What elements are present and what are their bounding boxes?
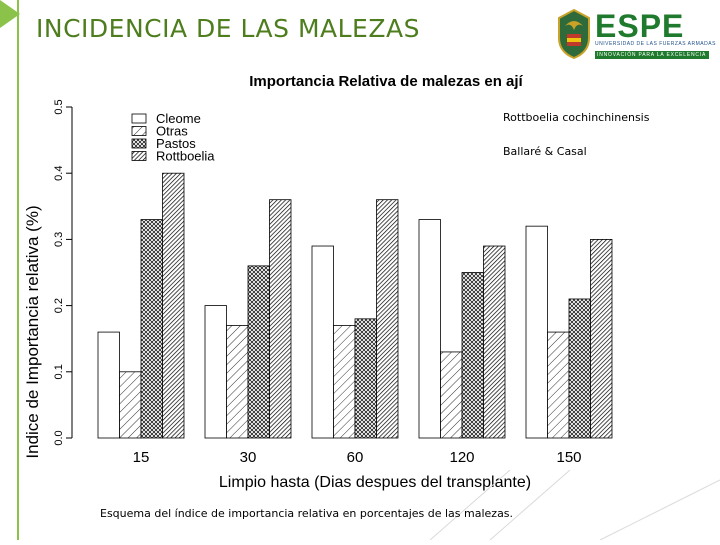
accent-triangle: [0, 0, 20, 28]
x-tick-label: 120: [449, 449, 474, 466]
decorative-lines: [430, 470, 720, 540]
figure-caption: Esquema del índice de importancia relati…: [100, 507, 514, 520]
x-axis-label: Limpio hasta (Dias despues del transplan…: [219, 474, 531, 491]
espe-wordmark: ESPE: [595, 8, 685, 44]
x-tick-label: 150: [556, 449, 581, 466]
bar-pastos-60: [354, 318, 377, 439]
x-tick-label: 15: [133, 449, 150, 466]
legend-swatch-otras: [131, 126, 147, 136]
legend-label-cleome: Cleome: [156, 111, 201, 126]
bar-cleome-15: [97, 331, 120, 439]
bar-pastos-30: [247, 265, 270, 439]
bar-rottboelia-15: [162, 172, 185, 439]
bar-otras-15: [119, 371, 142, 439]
slide-title: INCIDENCIA DE LAS MALEZAS: [36, 14, 420, 43]
bar-cleome-60: [311, 245, 334, 439]
bar-otras-60: [333, 325, 356, 439]
y-tick-label: 0.5: [53, 99, 65, 114]
bar-pastos-120: [461, 272, 484, 439]
y-tick-label: 0.4: [53, 166, 65, 181]
legend-swatch-pastos: [131, 138, 147, 149]
chart-title: Importancia Relativa de malezas en ají: [249, 73, 523, 90]
y-tick-label: 0.1: [53, 364, 65, 379]
bar-pastos-150: [568, 298, 591, 439]
bar-otras-30: [226, 325, 249, 439]
legend-swatch-rottboelia: [131, 151, 147, 161]
bar-rottboelia-60: [376, 199, 399, 439]
annotation-species: Rottboelia cochinchinensis: [503, 111, 650, 124]
slide-accent-bar: [0, 0, 20, 540]
espe-logo: ESPE UNIVERSIDAD DE LAS FUERZAS ARMADAS …: [555, 8, 716, 60]
legend-label-pastos: Pastos: [156, 136, 196, 151]
espe-line2: INNOVACIÓN PARA LA EXCELENCIA: [595, 51, 709, 59]
bar-rottboelia-120: [483, 245, 506, 439]
annotation-authors: Ballaré & Casal: [503, 145, 587, 158]
bar-cleome-30: [204, 305, 227, 439]
x-tick-label: 60: [347, 449, 364, 466]
y-axis-label: Indice de Importancia relativa (%): [23, 205, 42, 458]
bar-chart: Importancia Relativa de malezas en ají I…: [20, 62, 693, 502]
y-tick-label: 0.0: [53, 430, 65, 445]
bar-otras-150: [547, 331, 570, 439]
bar-rottboelia-30: [269, 199, 292, 439]
bar-otras-120: [440, 351, 463, 439]
y-tick-label: 0.2: [53, 298, 65, 313]
espe-emblem-icon: [558, 8, 590, 60]
bar-rottboelia-150: [590, 238, 613, 439]
legend-label-rottboelia: Rottboelia: [156, 149, 215, 164]
y-tick-label: 0.3: [53, 232, 65, 247]
x-tick-label: 30: [240, 449, 257, 466]
bar-cleome-120: [418, 219, 441, 439]
legend-swatch-cleome: [131, 113, 147, 124]
bar-cleome-150: [525, 225, 548, 439]
espe-line1: UNIVERSIDAD DE LAS FUERZAS ARMADAS: [595, 41, 716, 47]
legend-label-otras: Otras: [156, 124, 188, 139]
bar-pastos-15: [140, 219, 163, 439]
